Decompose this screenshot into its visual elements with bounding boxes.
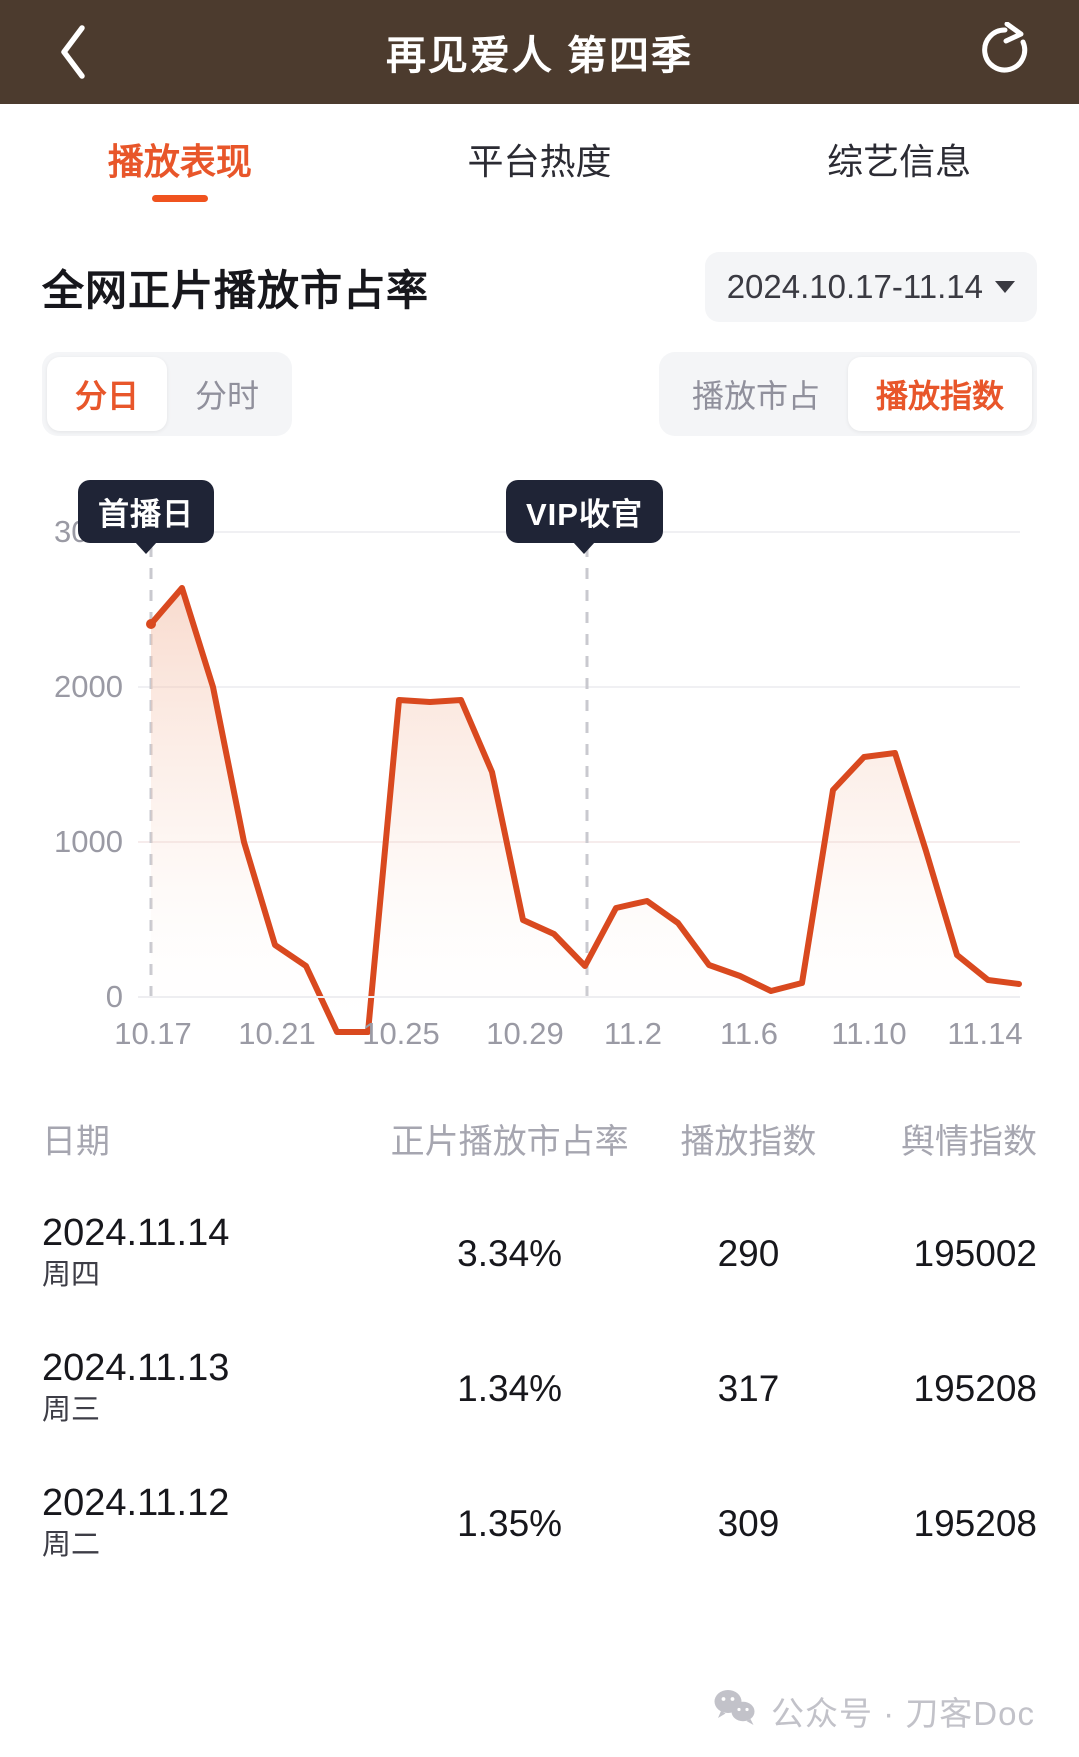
svg-text:10.29: 10.29: [486, 1016, 564, 1051]
refresh-icon: [977, 21, 1033, 83]
granularity-option-hourly[interactable]: 分时: [167, 357, 287, 431]
cell-date: 2024.11.13 周三: [42, 1347, 370, 1430]
row-date: 2024.11.14: [42, 1212, 230, 1255]
metric-option-play-index[interactable]: 播放指数: [847, 357, 1032, 431]
cell-sentiment-index: 195208: [913, 1502, 1037, 1544]
cell-date: 2024.11.12 周二: [42, 1482, 370, 1565]
tab-platform-heat[interactable]: 平台热度: [360, 104, 720, 214]
svg-text:11.2: 11.2: [604, 1016, 662, 1051]
cell-play-index: 309: [717, 1502, 780, 1544]
svg-text:10.21: 10.21: [238, 1016, 316, 1051]
column-header-sentiment-index: 舆情指数: [900, 1122, 1037, 1161]
section-title: 全网正片播放市占率: [42, 266, 430, 314]
watermark-text: 公众号 · 刀客Doc: [770, 1695, 1035, 1732]
metric-option-market-share[interactable]: 播放市占: [664, 357, 848, 431]
cell-date: 2024.11.14 周四: [42, 1212, 370, 1295]
annotation-badge-premiere: 首播日: [78, 480, 214, 543]
table-row[interactable]: 2024.11.12 周二 1.35% 309 195208: [42, 1456, 1037, 1591]
section-header: 全网正片播放市占率 2024.10.17-11.14: [0, 214, 1079, 322]
tab-playback-performance[interactable]: 播放表现: [0, 104, 360, 214]
cell-sentiment-index: 195208: [913, 1367, 1037, 1409]
chart-start-point: [146, 619, 156, 629]
row-date: 2024.11.13: [42, 1347, 230, 1390]
svg-text:2000: 2000: [54, 669, 123, 704]
cell-play-index: 317: [717, 1367, 780, 1409]
date-range-label: 2024.10.17-11.14: [726, 268, 983, 305]
controls-row: 分日 分时 播放市占 播放指数: [0, 322, 1079, 436]
tab-label: 播放表现: [107, 141, 252, 182]
tab-show-info[interactable]: 综艺信息: [719, 104, 1079, 214]
row-date: 2024.11.12: [42, 1482, 230, 1525]
table-header-row: 日期 正片播放市占率 播放指数 舆情指数: [42, 1090, 1037, 1186]
chart-canvas: 3000 2000 1000 0 10.17 10.21 1: [54, 514, 1023, 1051]
svg-text:11.14: 11.14: [947, 1016, 1022, 1051]
svg-text:11.10: 11.10: [831, 1016, 906, 1051]
tab-bar: 播放表现 平台热度 综艺信息: [0, 104, 1079, 214]
column-header-play-index: 播放指数: [680, 1122, 817, 1161]
segment-label: 分日: [75, 378, 140, 414]
cell-play-index: 290: [717, 1232, 780, 1274]
cell-sentiment-index: 195002: [913, 1232, 1037, 1274]
content-sheet: 播放表现 平台热度 综艺信息 全网正片播放市占率 2024.10.17-11.1…: [0, 104, 1079, 1757]
refresh-button[interactable]: [977, 21, 1033, 83]
row-weekday: 周三: [42, 1393, 101, 1426]
chevron-down-icon: [995, 281, 1015, 293]
column-header-market-share: 正片播放市占率: [390, 1122, 629, 1161]
chart-y-axis-labels: 3000 2000 1000 0: [54, 514, 123, 1014]
svg-text:1000: 1000: [54, 824, 123, 859]
cell-market-share: 1.34%: [457, 1367, 563, 1409]
annotation-label: VIP收官: [526, 497, 643, 532]
page-title: 再见爱人 第四季: [385, 34, 694, 78]
svg-text:10.25: 10.25: [362, 1016, 440, 1051]
chevron-left-icon: [56, 24, 90, 80]
chart-line-series-play-index: [148, 585, 1022, 1035]
chart-x-axis-labels: 10.17 10.21 10.25 10.29 11.2 11.6 11.10 …: [114, 1016, 1022, 1051]
table-row[interactable]: 2024.11.14 周四 3.34% 290 195002: [42, 1186, 1037, 1321]
navigation-bar: 再见爱人 第四季: [0, 0, 1079, 104]
chart-area-fill: [151, 588, 1019, 1032]
metric-segmented-control: 播放市占 播放指数: [658, 352, 1037, 436]
play-index-line-chart: 首播日 VIP收官 3000 2000: [0, 472, 1079, 1072]
segment-label: 分时: [195, 378, 260, 414]
column-header-date: 日期: [42, 1122, 110, 1161]
segment-label: 播放指数: [875, 378, 1004, 414]
daily-metrics-table: 日期 正片播放市占率 播放指数 舆情指数 2024.11.14 周四 3.34%…: [0, 1090, 1079, 1591]
segment-label: 播放市占: [691, 378, 820, 414]
date-range-picker[interactable]: 2024.10.17-11.14: [704, 252, 1037, 322]
row-weekday: 周二: [42, 1528, 101, 1561]
cell-market-share: 3.34%: [457, 1232, 563, 1274]
annotation-label: 首播日: [98, 497, 194, 532]
svg-text:11.6: 11.6: [720, 1016, 778, 1051]
tab-label: 综艺信息: [827, 141, 972, 182]
row-weekday: 周四: [42, 1258, 101, 1291]
granularity-option-daily[interactable]: 分日: [47, 357, 168, 431]
tab-label: 平台热度: [467, 141, 612, 182]
back-button[interactable]: [46, 25, 100, 79]
svg-text:10.17: 10.17: [114, 1016, 192, 1051]
svg-text:0: 0: [106, 979, 123, 1014]
cell-market-share: 1.35%: [457, 1502, 563, 1544]
annotation-badge-vip-finale: VIP收官: [506, 480, 663, 543]
wechat-icon: [713, 1688, 757, 1734]
table-row[interactable]: 2024.11.13 周三 1.34% 317 195208: [42, 1321, 1037, 1456]
watermark: 公众号 · 刀客Doc: [713, 1687, 1035, 1735]
granularity-segmented-control: 分日 分时: [42, 352, 293, 436]
